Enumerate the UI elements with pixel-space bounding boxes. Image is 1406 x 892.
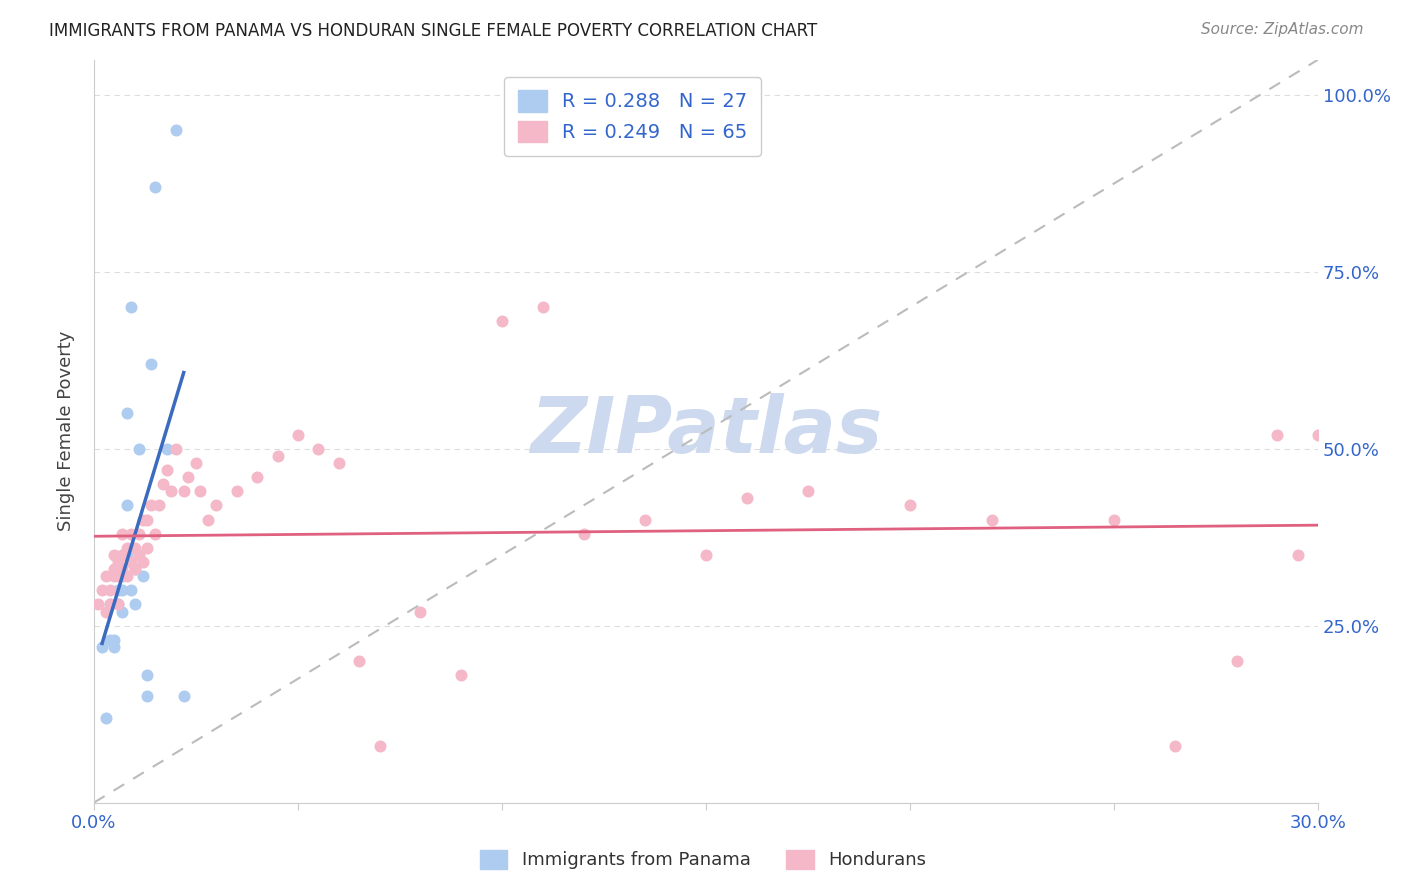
Point: [307, 442, 329, 456]
Point: [115, 541, 138, 555]
Point: [111, 526, 134, 541]
Point: [115, 548, 138, 562]
Point: [197, 512, 219, 526]
Point: [124, 562, 146, 576]
Point: [96, 711, 118, 725]
Point: [165, 123, 187, 137]
Point: [1102, 512, 1125, 526]
Point: [136, 512, 159, 526]
Point: [98, 598, 121, 612]
Point: [572, 526, 595, 541]
Point: [287, 427, 309, 442]
Point: [120, 555, 142, 569]
Point: [980, 512, 1002, 526]
Point: [120, 583, 142, 598]
Point: [103, 640, 125, 654]
Point: [143, 526, 166, 541]
Point: [128, 526, 150, 541]
Point: [160, 484, 183, 499]
Point: [136, 690, 159, 704]
Point: [139, 357, 162, 371]
Text: IMMIGRANTS FROM PANAMA VS HONDURAN SINGLE FEMALE POVERTY CORRELATION CHART: IMMIGRANTS FROM PANAMA VS HONDURAN SINGL…: [49, 22, 817, 40]
Point: [328, 456, 350, 470]
Point: [124, 541, 146, 555]
Point: [148, 499, 170, 513]
Point: [124, 598, 146, 612]
Point: [103, 569, 125, 583]
Point: [91, 583, 114, 598]
Point: [96, 569, 118, 583]
Point: [115, 569, 138, 583]
Point: [184, 456, 207, 470]
Point: [1225, 654, 1247, 668]
Point: [115, 406, 138, 420]
Point: [634, 512, 657, 526]
Y-axis label: Single Female Poverty: Single Female Poverty: [58, 331, 75, 532]
Point: [136, 668, 159, 682]
Point: [132, 512, 155, 526]
Point: [98, 583, 121, 598]
Point: [96, 605, 118, 619]
Point: [695, 548, 717, 562]
Point: [1286, 548, 1309, 562]
Point: [120, 300, 142, 314]
Point: [128, 548, 150, 562]
Point: [165, 442, 187, 456]
Point: [132, 569, 155, 583]
Legend: R = 0.288   N = 27, R = 0.249   N = 65: R = 0.288 N = 27, R = 0.249 N = 65: [503, 77, 761, 156]
Point: [128, 442, 150, 456]
Point: [188, 484, 211, 499]
Point: [103, 562, 125, 576]
Point: [120, 526, 142, 541]
Text: Source: ZipAtlas.com: Source: ZipAtlas.com: [1201, 22, 1364, 37]
Point: [531, 300, 554, 314]
Point: [87, 598, 110, 612]
Point: [735, 491, 758, 506]
Point: [111, 548, 134, 562]
Point: [205, 499, 228, 513]
Point: [898, 499, 921, 513]
Point: [111, 605, 134, 619]
Point: [115, 499, 138, 513]
Point: [111, 569, 134, 583]
Point: [1164, 739, 1187, 753]
Point: [107, 555, 129, 569]
Point: [107, 598, 129, 612]
Point: [107, 583, 129, 598]
Point: [409, 605, 432, 619]
Point: [177, 470, 200, 484]
Point: [173, 690, 195, 704]
Point: [491, 314, 513, 328]
Point: [98, 598, 121, 612]
Point: [1265, 427, 1288, 442]
Point: [124, 562, 146, 576]
Point: [797, 484, 820, 499]
Point: [347, 654, 370, 668]
Point: [103, 548, 125, 562]
Point: [246, 470, 269, 484]
Legend: Immigrants from Panama, Hondurans: Immigrants from Panama, Hondurans: [471, 840, 935, 879]
Point: [225, 484, 247, 499]
Point: [156, 463, 179, 477]
Point: [152, 477, 174, 491]
Point: [450, 668, 472, 682]
Point: [368, 739, 391, 753]
Point: [132, 555, 155, 569]
Point: [107, 598, 129, 612]
Point: [111, 562, 134, 576]
Point: [139, 499, 162, 513]
Point: [103, 632, 125, 647]
Point: [98, 632, 121, 647]
Point: [173, 484, 195, 499]
Text: ZIPatlas: ZIPatlas: [530, 393, 882, 469]
Point: [136, 541, 159, 555]
Point: [107, 569, 129, 583]
Point: [1308, 427, 1330, 442]
Point: [111, 583, 134, 598]
Point: [266, 449, 288, 463]
Point: [91, 640, 114, 654]
Point: [156, 442, 179, 456]
Point: [143, 180, 166, 194]
